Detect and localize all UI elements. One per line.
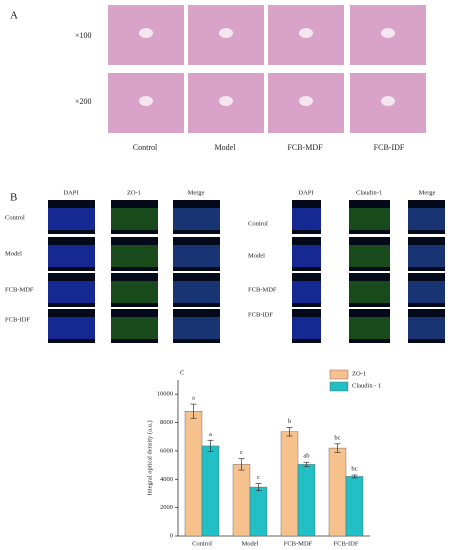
column-label: Merge (419, 189, 436, 196)
panel-label: C (180, 369, 184, 376)
y-tick-label: 4000 (160, 476, 173, 483)
y-tick-label: 6000 (160, 447, 173, 454)
fluorescence-signal (292, 281, 321, 303)
fluorescence-signal (292, 208, 321, 230)
fluorescence-signal (173, 208, 220, 230)
fluorescence-signal (349, 317, 390, 339)
vessel (299, 28, 313, 38)
vessel (219, 28, 233, 38)
column-label: Claudin-1 (356, 189, 382, 196)
column-label: DAPI (63, 189, 78, 196)
legend-swatch (329, 381, 349, 392)
legend-label: ZO-1 (352, 370, 366, 377)
fluorescence-signal (48, 281, 95, 303)
significance-letter: c (257, 474, 260, 481)
fluorescence-signal (408, 245, 445, 267)
row-label: FCB-IDF (5, 316, 30, 323)
error-bar (334, 443, 341, 453)
bar (249, 486, 268, 537)
significance-letter: a (192, 395, 195, 402)
error-bar (207, 439, 214, 452)
panel-label: B (10, 192, 17, 204)
column-label: Control (133, 143, 158, 152)
fluorescence-signal (111, 281, 158, 303)
column-label: ZO-1 (127, 189, 141, 196)
column-label: FCB-MDF (287, 143, 323, 152)
row-label: Model (5, 250, 22, 257)
y-tick-label: 2000 (160, 504, 173, 511)
fluorescence-signal (292, 245, 321, 267)
vessel (381, 96, 395, 106)
fluorescence-signal (111, 208, 158, 230)
vessel (299, 96, 313, 106)
y-axis-label: Integral optical density (a.u.) (146, 420, 153, 495)
vessel (381, 28, 395, 38)
fluorescence-signal (292, 317, 321, 339)
row-label: FCB-MDF (248, 286, 277, 293)
bar (232, 464, 251, 537)
fluorescence-signal (173, 245, 220, 267)
fluorescence-signal (48, 245, 95, 267)
fluorescence-signal (111, 245, 158, 267)
vessel (219, 96, 233, 106)
error-bar (286, 427, 293, 437)
legend-swatch (329, 369, 349, 380)
y-tick-label: 0 (170, 532, 173, 539)
fluorescence-signal (48, 317, 95, 339)
significance-letter: b (288, 418, 291, 425)
legend-label: Claudin - 1 (352, 382, 381, 389)
significance-letter: a (209, 431, 212, 438)
significance-letter: c (240, 449, 243, 456)
error-bar (351, 474, 358, 479)
bar (201, 445, 220, 537)
significance-letter: bc (334, 434, 340, 441)
row-label: Control (5, 214, 25, 221)
vessel (139, 96, 153, 106)
fluorescence-signal (173, 317, 220, 339)
bar (184, 411, 203, 537)
bar (328, 447, 347, 537)
bar (345, 476, 364, 537)
fluorescence-signal (48, 208, 95, 230)
fluorescence-signal (349, 281, 390, 303)
fluorescence-signal (349, 245, 390, 267)
row-label: Control (248, 220, 268, 227)
x-tick-label: FCB-MDF (284, 540, 313, 547)
y-tick-label: 8000 (160, 419, 173, 426)
column-label: Model (215, 143, 237, 152)
y-tick-label: 10000 (157, 391, 173, 398)
error-bar (303, 461, 310, 467)
panel-label: A (10, 10, 18, 22)
bar (280, 431, 299, 537)
x-tick-label: Model (242, 540, 259, 547)
fluorescence-signal (111, 317, 158, 339)
fluorescence-signal (349, 208, 390, 230)
row-label: ×100 (75, 31, 92, 40)
fluorescence-signal (173, 281, 220, 303)
error-bar (238, 458, 245, 471)
error-bar (255, 483, 262, 491)
x-tick-label: FCB-IDF (334, 540, 359, 547)
column-label: FCB-IDF (374, 143, 405, 152)
vessel (139, 28, 153, 38)
significance-letter: ab (303, 453, 309, 460)
significance-letter: bc (351, 466, 357, 473)
bar (297, 464, 316, 537)
error-bar (190, 403, 197, 419)
fluorescence-signal (408, 208, 445, 230)
fluorescence-signal (408, 281, 445, 303)
column-label: Merge (188, 189, 205, 196)
row-label: FCB-IDF (248, 311, 273, 318)
column-label: DAPI (298, 189, 313, 196)
row-label: FCB-MDF (5, 286, 34, 293)
row-label: Model (248, 252, 265, 259)
fluorescence-signal (408, 317, 445, 339)
x-tick-label: Control (192, 540, 212, 547)
row-label: ×200 (75, 97, 92, 106)
